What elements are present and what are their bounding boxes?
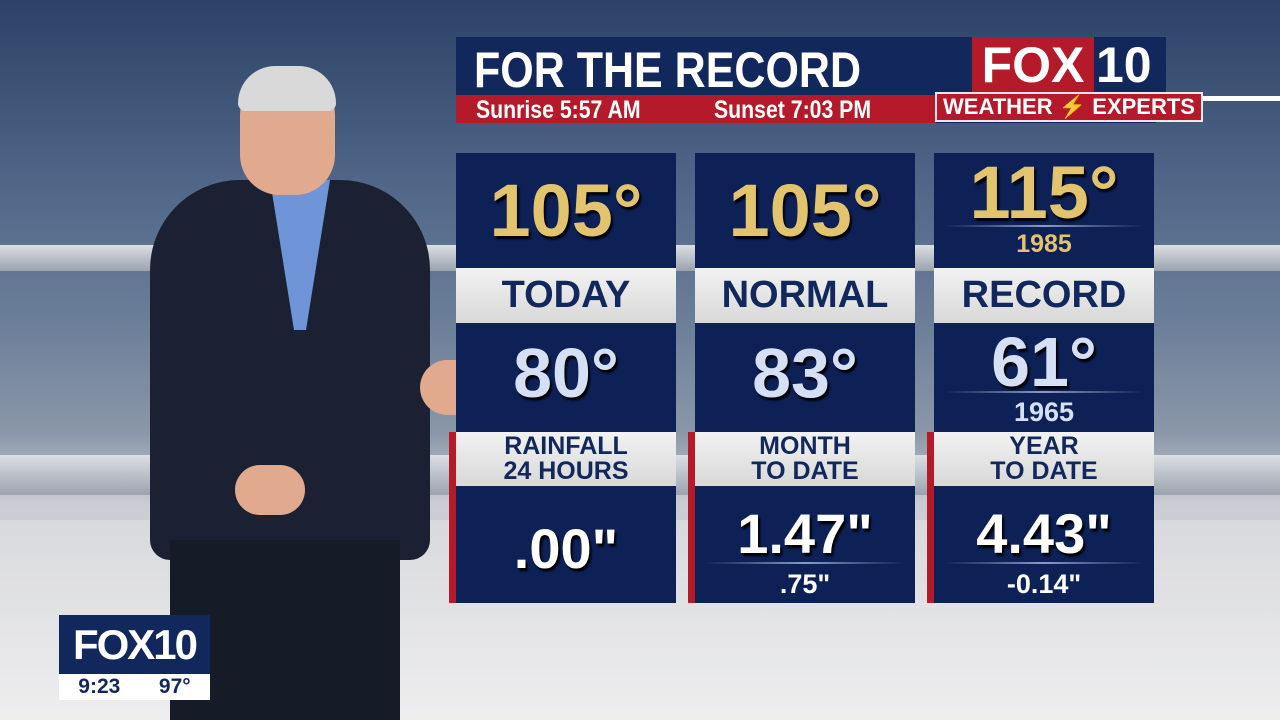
- high-temp: 115°: [969, 151, 1119, 234]
- low-temp: 83°: [695, 323, 915, 432]
- rain-panel: 1.47" .75": [695, 486, 915, 603]
- divider: [944, 562, 1144, 564]
- bug-logo: FOX10: [59, 615, 210, 674]
- lightning-bolt-icon: ⚡: [1058, 94, 1087, 119]
- logo-number: 10: [1096, 37, 1152, 93]
- tagline-left: WEATHER: [943, 94, 1053, 119]
- high-temp: 105°: [456, 153, 676, 268]
- title-banner: FOR THE RECORD Sunrise 5:57 AM Sunset 7:…: [456, 37, 1156, 124]
- rain-departure: -0.14": [1006, 569, 1082, 599]
- divider: [944, 391, 1144, 393]
- rain-label: RAINFALL 24 HOURS: [456, 432, 676, 486]
- red-accent-bar: [688, 432, 695, 603]
- accent-line: [1203, 96, 1280, 101]
- weather-experts-badge: WEATHER ⚡ EXPERTS: [935, 92, 1203, 122]
- low-record-year: 1965: [1013, 397, 1075, 427]
- page-title: FOR THE RECORD: [474, 42, 861, 98]
- logo-fox: FOX: [972, 37, 1094, 93]
- column-label: RECORD: [934, 268, 1154, 323]
- rain-label-line: MONTH: [759, 432, 851, 460]
- rain-label: MONTH TO DATE: [695, 432, 915, 486]
- rain-label-line: TO DATE: [990, 457, 1098, 485]
- rain-value: 1.47": [737, 502, 873, 565]
- divider: [705, 562, 905, 564]
- rain-label-line: RAINFALL: [504, 432, 628, 460]
- rain-label-line: TO DATE: [751, 457, 859, 485]
- divider: [944, 225, 1144, 227]
- high-record-year: 1985: [1016, 230, 1072, 258]
- high-panel: 115° 1985: [934, 153, 1154, 268]
- sunrise-time: Sunrise 5:57 AM: [476, 96, 641, 124]
- red-accent-bar: [449, 432, 456, 603]
- column-normal: 105° NORMAL 83° MONTH TO DATE 1.47" .75": [688, 153, 915, 603]
- column-label: NORMAL: [695, 268, 915, 323]
- column-label: TODAY: [456, 268, 676, 323]
- tagline-right: EXPERTS: [1092, 94, 1195, 119]
- bug-time: 9:23: [78, 675, 121, 698]
- low-temp: 61°: [991, 323, 1097, 401]
- high-temp: 105°: [695, 153, 915, 268]
- station-bug: FOX10 9:23 97°: [59, 615, 210, 700]
- sunset-time: Sunset 7:03 PM: [714, 96, 872, 124]
- fox10-logo: FOX 10: [972, 37, 1166, 93]
- bug-temp: 97°: [158, 675, 191, 698]
- low-temp: 80°: [456, 323, 676, 432]
- red-accent-bar: [927, 432, 934, 603]
- rain-panel: 4.43" -0.14": [934, 486, 1154, 603]
- low-panel: 61° 1965: [934, 323, 1154, 432]
- rain-value: .00": [456, 486, 676, 603]
- column-record: 115° 1985 RECORD 61° 1965 YEAR TO DATE 4.…: [927, 153, 1154, 603]
- column-today: 105° TODAY 80° RAINFALL 24 HOURS .00": [449, 153, 676, 603]
- rain-value: 4.43": [976, 502, 1112, 565]
- rain-label-line: YEAR: [1009, 432, 1079, 460]
- sun-times-bar: Sunrise 5:57 AM Sunset 7:03 PM: [456, 95, 936, 124]
- rain-label-line: 24 HOURS: [503, 457, 629, 485]
- rain-label: YEAR TO DATE: [934, 432, 1154, 486]
- rain-departure: .75": [779, 569, 831, 599]
